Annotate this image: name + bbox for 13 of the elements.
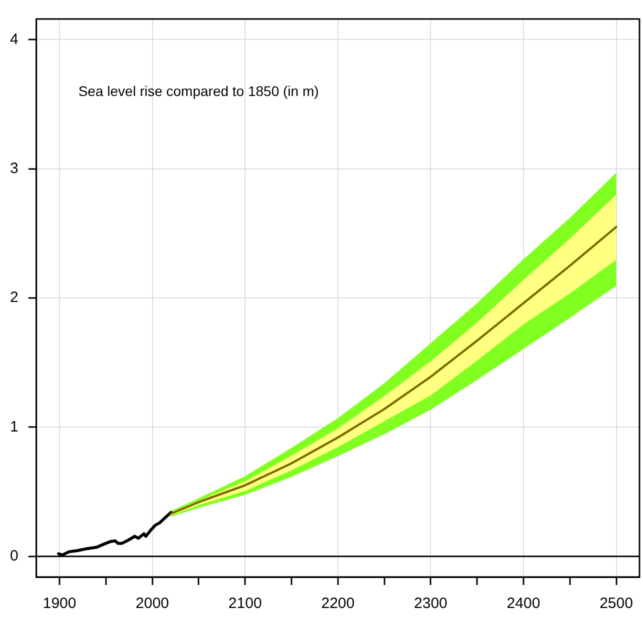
x-tick-label: 2200	[321, 595, 355, 612]
annotation: Sea level rise compared to 1850 (in m)	[78, 82, 319, 99]
x-tick-label: 2300	[414, 595, 448, 612]
y-tick-label: 1	[10, 418, 18, 436]
y-tick-label: 4	[10, 30, 18, 48]
y-tick-label: 0	[10, 547, 18, 564]
x-tick-label: 2400	[506, 595, 540, 612]
x-tick-label: 1900	[42, 595, 76, 612]
x-tick-label: 2500	[600, 595, 633, 612]
y-tick-label: 3	[10, 160, 18, 177]
x-tick-label: 2000	[136, 595, 170, 612]
y-tick-label: 2	[10, 289, 18, 306]
x-tick-label: 2100	[228, 595, 262, 612]
